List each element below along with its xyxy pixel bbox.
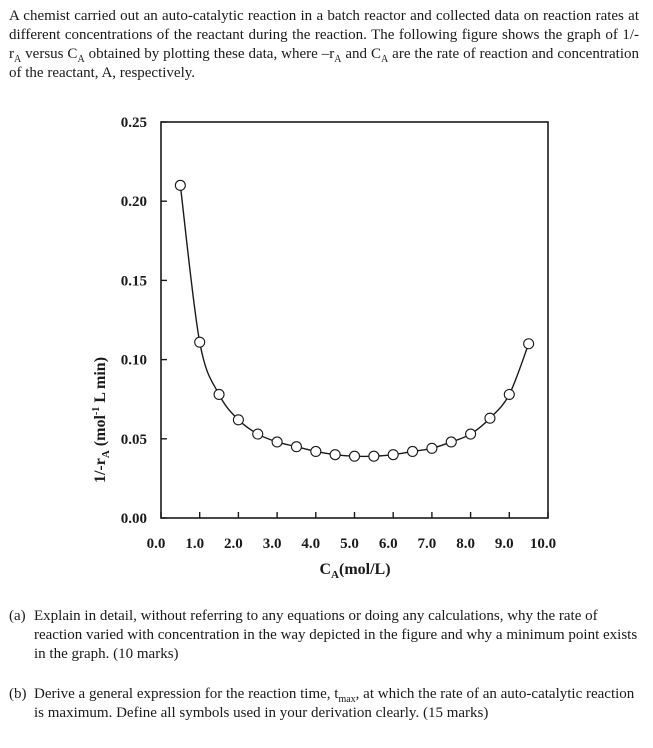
x-tick-label: 9.0 <box>495 536 514 552</box>
problem-text: A chemist carried out an auto-catalytic … <box>9 8 639 81</box>
question-a-text: Explain in detail, without referring to … <box>34 608 638 662</box>
data-point <box>426 442 438 454</box>
x-tick-label: 2.0 <box>224 536 243 552</box>
question-b-label: (b) <box>9 686 27 702</box>
data-point <box>194 336 206 348</box>
x-tick-label: 7.0 <box>418 536 437 552</box>
y-tick-label: 0.15 <box>121 273 147 289</box>
data-point <box>387 449 399 461</box>
y-tick-label: 0.00 <box>121 511 147 527</box>
data-point <box>174 179 186 191</box>
data-point <box>503 388 515 400</box>
question-b-text: Derive a general expression for the reac… <box>34 686 635 721</box>
data-point <box>445 436 457 448</box>
data-point <box>348 450 361 462</box>
x-tick-label: 6.0 <box>379 536 398 552</box>
data-point <box>484 412 496 424</box>
question-b: (b) Derive a general expression for the … <box>9 685 639 723</box>
data-curve <box>179 185 530 458</box>
data-markers <box>174 179 535 462</box>
y-tick-label: 0.10 <box>121 353 147 369</box>
x-tick-label: 8.0 <box>456 536 475 552</box>
data-point <box>310 445 322 458</box>
problem-statement: A chemist carried out an auto-catalytic … <box>9 7 639 83</box>
data-point <box>406 445 419 458</box>
data-point <box>523 338 535 350</box>
data-point <box>252 428 264 440</box>
x-axis-ticks: 0.0 1.0 2.0 3.0 4.0 5.0 6.0 7.0 8.0 9.0 10.0 <box>147 512 556 552</box>
y-axis-ticks: 0.00 0.05 0.10 0.15 0.20 0.25 <box>121 115 167 527</box>
rate-vs-concentration-chart: 0.00 0.05 0.10 0.15 0.20 0.25 0.0 1.0 2.0 3.0 4.0… <box>91 115 556 581</box>
x-axis-title: CA(mol/L) <box>319 561 390 581</box>
x-tick-label: 1.0 <box>185 536 204 552</box>
series-line <box>179 185 530 458</box>
stray-mark <box>15 693 17 695</box>
data-point <box>329 449 341 461</box>
data-point <box>271 436 283 448</box>
data-point <box>290 441 303 453</box>
x-tick-label: 5.0 <box>340 536 359 552</box>
x-tick-label: 3.0 <box>263 536 282 552</box>
x-tick-label: 4.0 <box>301 536 320 552</box>
data-point <box>368 450 380 462</box>
x-tick-label: 0.0 <box>147 536 166 552</box>
data-point <box>465 428 477 440</box>
question-a: (a) Explain in detail, without referring… <box>9 607 639 664</box>
data-point <box>213 388 225 400</box>
data-point <box>232 414 244 426</box>
y-tick-label: 0.25 <box>121 115 147 131</box>
question-a-label: (a) <box>9 608 26 624</box>
y-tick-label: 0.20 <box>121 194 147 210</box>
x-tick-label: 10.0 <box>530 536 556 552</box>
y-tick-label: 0.05 <box>121 432 147 448</box>
y-axis-title: 1/-rA (mol-1 L min) <box>91 357 112 483</box>
